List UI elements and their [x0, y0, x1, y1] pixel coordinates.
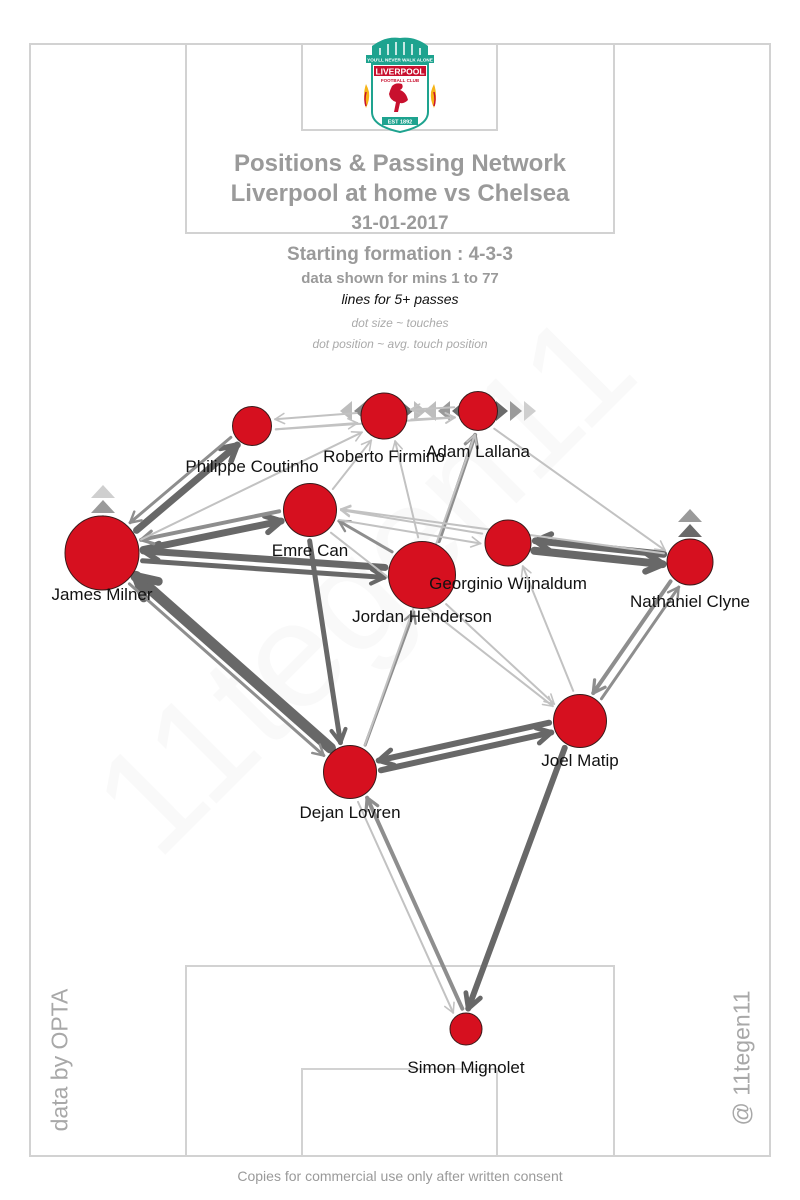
- svg-text:YOU'LL NEVER WALK ALONE: YOU'LL NEVER WALK ALONE: [367, 58, 433, 63]
- formation-text: Starting formation : 4-3-3: [287, 244, 513, 265]
- pass-edge-clyne-to-matip: [591, 579, 673, 696]
- title-line-2: Liverpool at home vs Chelsea: [230, 180, 570, 207]
- player-label-emrecan: Emre Can: [272, 541, 349, 560]
- author-credit: @ 11tegen11: [728, 990, 755, 1126]
- player-node-lallana: [458, 391, 498, 431]
- player-label-lallana: Adam Lallana: [426, 442, 531, 461]
- pass-edge-matip-to-wijnaldum: [520, 565, 575, 692]
- player-node-milner: [64, 515, 140, 591]
- pass-edge-milner-to-firmino: [140, 430, 363, 541]
- lines-note: lines for 5+ passes: [341, 291, 459, 307]
- match-date: 31-01-2017: [351, 213, 449, 234]
- player-node-emrecan: [283, 483, 337, 537]
- pass-edge-lovren-to-mignolet: [356, 800, 455, 1014]
- pass-edge-henderson-to-milner: [139, 540, 389, 571]
- player-label-clyne: Nathaniel Clyne: [630, 592, 750, 611]
- player-nodes: [64, 391, 714, 1046]
- player-label-lovren: Dejan Lovren: [299, 803, 400, 822]
- svg-text:EST 1892: EST 1892: [388, 120, 412, 126]
- pass-edge-matip-to-lovren: [375, 719, 553, 768]
- svg-text:FOOTBALL CLUB: FOOTBALL CLUB: [381, 78, 420, 83]
- player-label-coutinho: Philippe Coutinho: [185, 457, 318, 476]
- player-labels: James Milner Philippe Coutinho Roberto Fir…: [51, 442, 750, 1077]
- player-node-matip: [553, 694, 607, 748]
- player-label-milner: James Milner: [51, 585, 152, 604]
- player-node-mignolet: [449, 1012, 483, 1046]
- player-label-henderson: Jordan Henderson: [352, 607, 492, 626]
- svg-text:LIVERPOOL: LIVERPOOL: [375, 67, 424, 77]
- player-label-mignolet: Simon Mignolet: [407, 1058, 524, 1077]
- pass-edge-lovren-to-matip: [377, 725, 555, 774]
- dot-position-note: dot position ~ avg. touch position: [312, 337, 488, 351]
- pass-edge-coutinho-to-milner: [128, 435, 233, 525]
- pass-edge-milner-to-coutinho: [133, 441, 241, 534]
- player-node-clyne: [666, 538, 714, 586]
- bottom-goal-area: [301, 1068, 498, 1157]
- liverpool-crest-logo: YOU'LL NEVER WALK ALONE LIVERPOOL FOOTBA…: [364, 37, 436, 134]
- copyright-footer: Copies for commercial use only after wri…: [237, 1168, 563, 1184]
- pass-edge-wijnaldum-to-clyne: [530, 546, 667, 575]
- pass-edge-milner-to-henderson: [140, 558, 387, 586]
- pass-edge-lallana-to-clyne: [493, 427, 667, 552]
- player-label-matip: Joel Matip: [541, 751, 618, 770]
- pass-edge-firmino-to-coutinho: [274, 412, 358, 425]
- dot-size-note: dot size ~ touches: [351, 316, 449, 330]
- data-source-credit: data by OPTA: [46, 988, 73, 1132]
- player-node-firmino: [360, 392, 408, 440]
- player-node-henderson: [388, 541, 456, 609]
- pass-edge-emrecan-to-wijnaldum: [338, 518, 482, 548]
- player-node-wijnaldum: [484, 519, 532, 567]
- pass-edge-matip-to-mignolet: [463, 744, 568, 1012]
- title-line-1: Positions & Passing Network: [233, 150, 567, 177]
- player-node-lovren: [323, 745, 377, 799]
- pass-edge-milner-to-lovren: [127, 582, 326, 758]
- player-label-wijnaldum: Georginio Wijnaldum: [429, 574, 587, 593]
- pass-edge-lovren-to-milner: [130, 570, 336, 754]
- pass-edge-matip-to-clyne: [599, 585, 681, 701]
- bottom-penalty-area: [185, 965, 615, 1157]
- minutes-text: data shown for mins 1 to 77: [301, 270, 499, 287]
- pass-edge-milner-to-emrecan: [139, 513, 285, 554]
- player-node-coutinho: [232, 406, 272, 446]
- pass-edge-emrecan-to-matip: [329, 531, 554, 708]
- pass-edges: [127, 403, 681, 1014]
- player-label-firmino: Roberto Firmino: [323, 447, 445, 466]
- pass-edge-emrecan-to-firmino: [331, 439, 373, 491]
- pass-edge-lallana-to-firmino: [409, 403, 456, 415]
- pass-edge-mignolet-to-lovren: [364, 795, 465, 1011]
